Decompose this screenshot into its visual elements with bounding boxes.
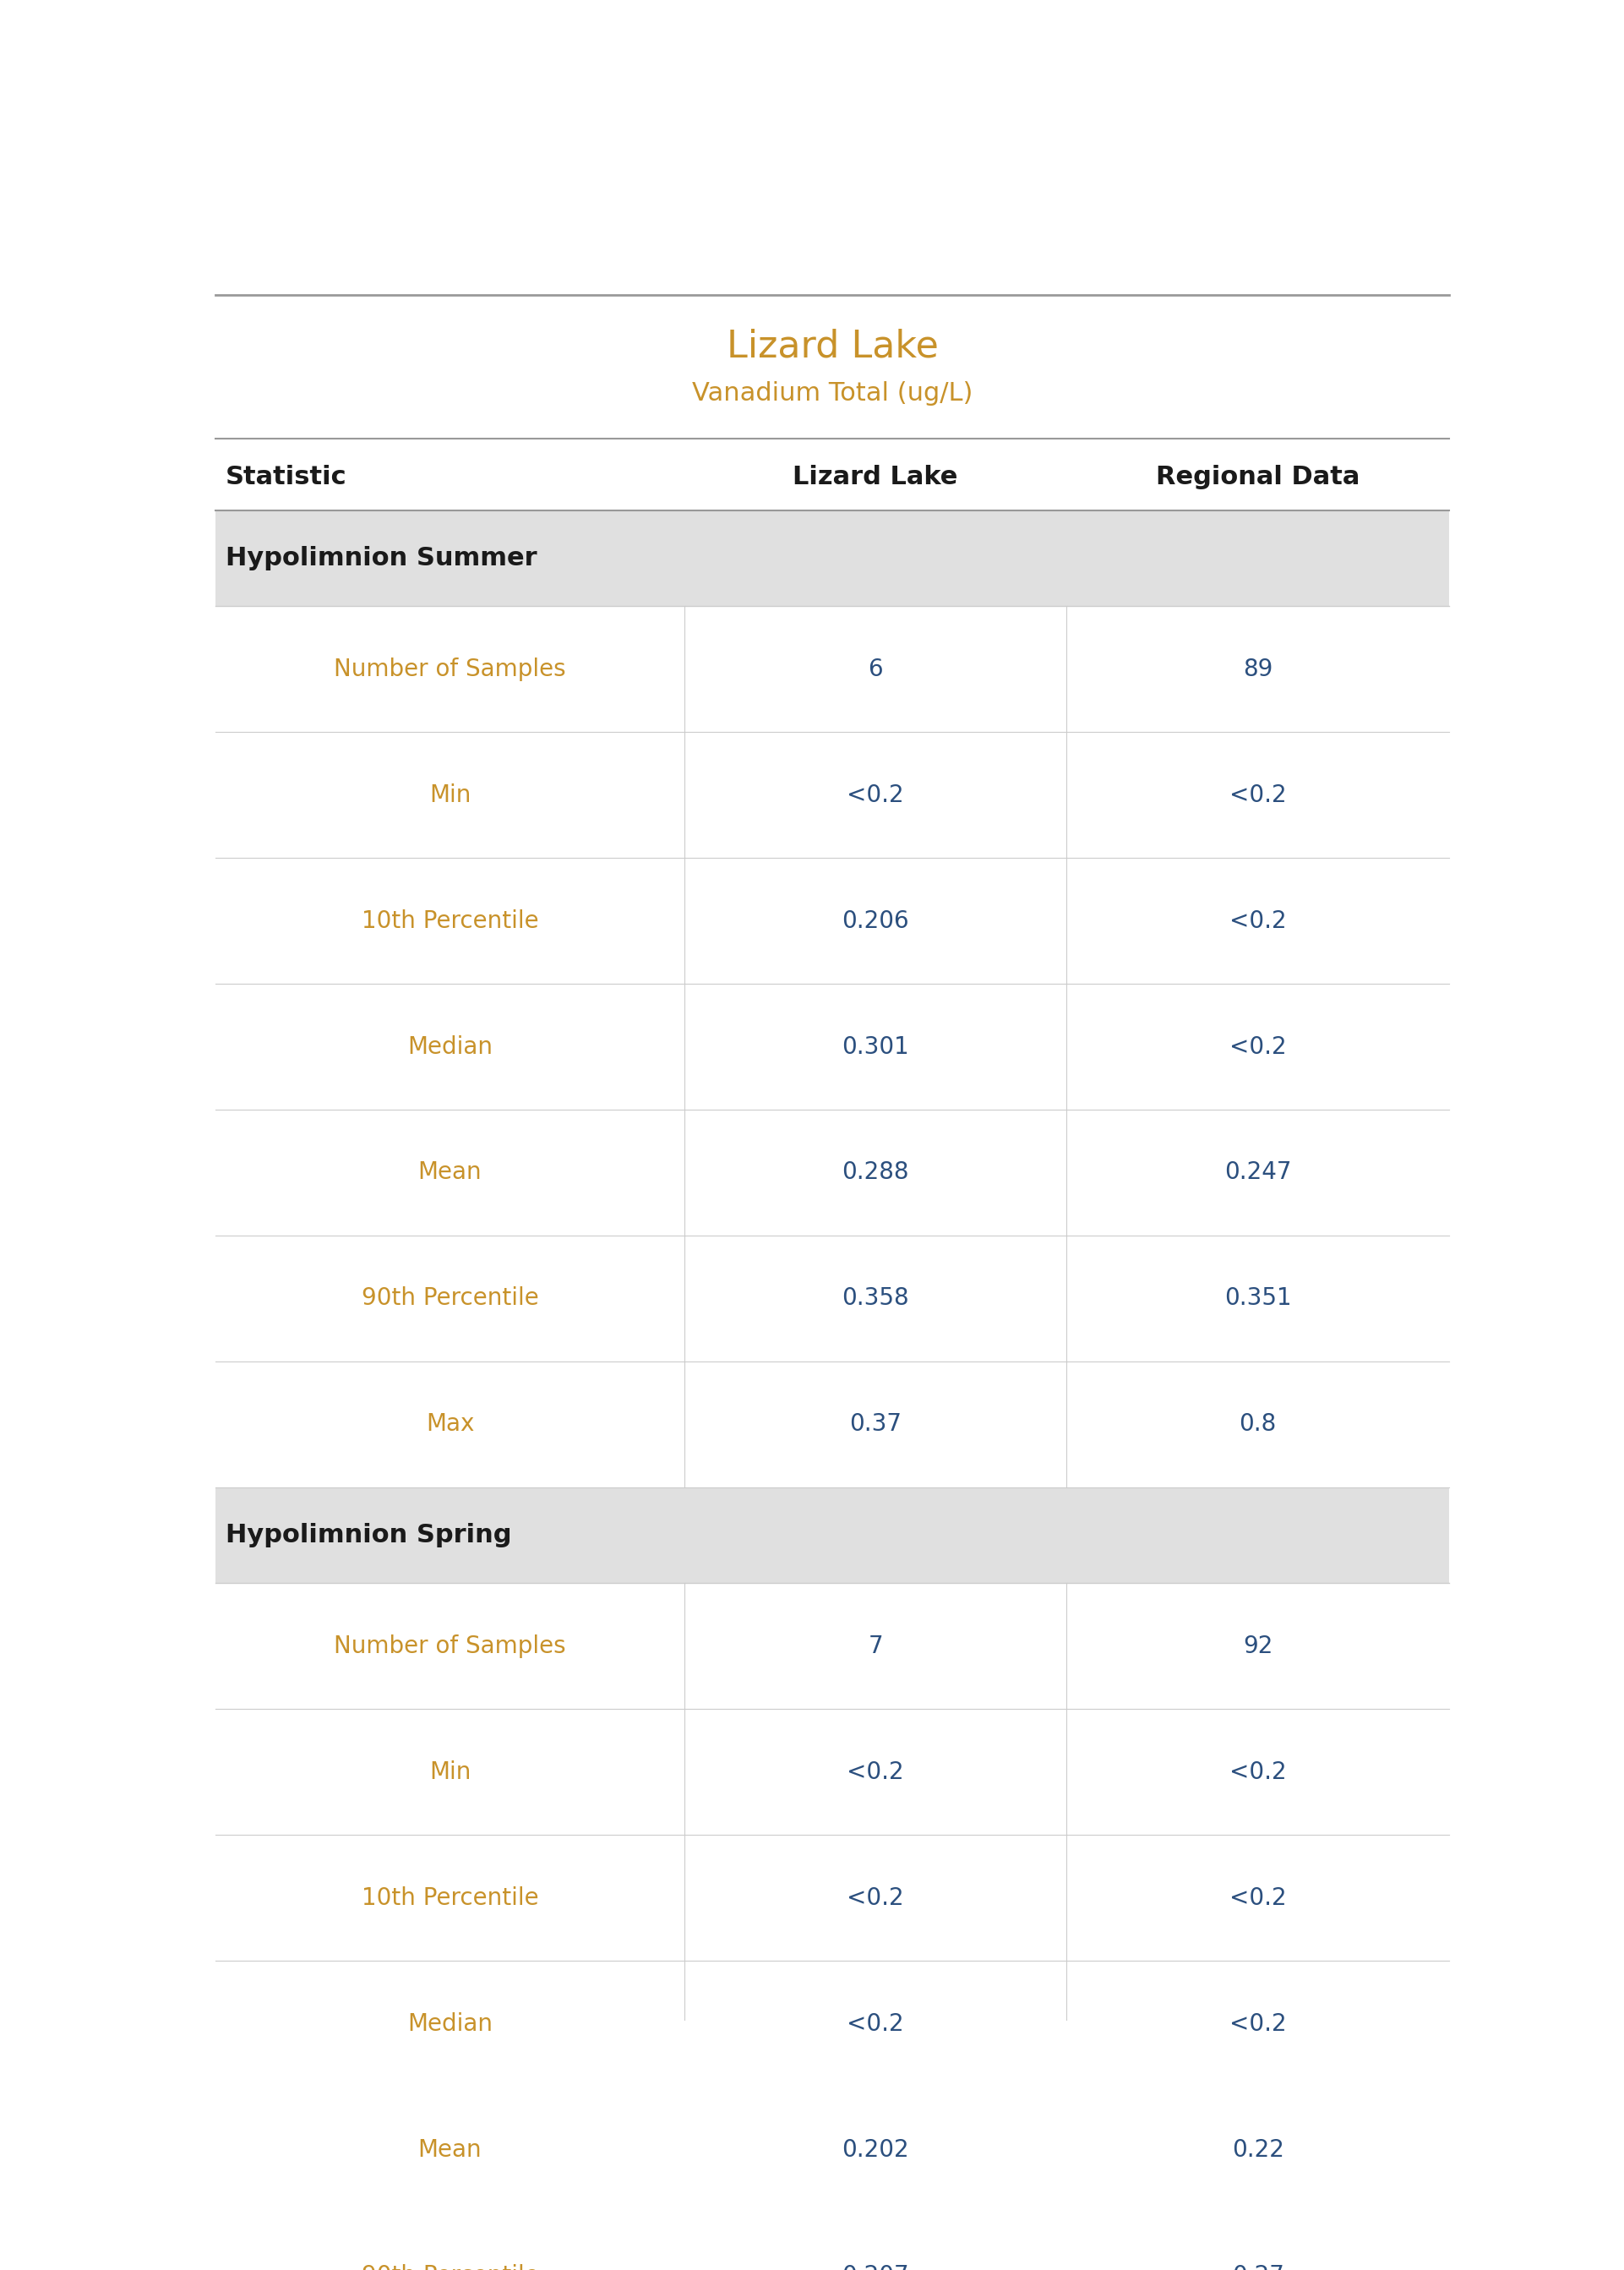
Bar — [216, 1487, 1449, 1584]
Text: Min: Min — [429, 1759, 471, 1784]
Text: Vanadium Total (ug/L): Vanadium Total (ug/L) — [692, 381, 973, 406]
Text: Hypolimnion Summer: Hypolimnion Summer — [226, 545, 538, 570]
Text: Median: Median — [408, 1035, 492, 1058]
Bar — [216, 1709, 1449, 1834]
Text: Lizard Lake: Lizard Lake — [726, 329, 939, 365]
Bar — [216, 858, 1449, 983]
Text: Mean: Mean — [417, 1160, 482, 1185]
Text: Mean: Mean — [417, 2138, 482, 2161]
Text: 10th Percentile: 10th Percentile — [362, 1886, 539, 1909]
Text: 0.301: 0.301 — [841, 1035, 909, 1058]
Bar — [216, 511, 1449, 606]
Text: 0.288: 0.288 — [841, 1160, 909, 1185]
Bar — [216, 1110, 1449, 1235]
Bar — [216, 1834, 1449, 1961]
Text: 6: 6 — [867, 658, 883, 681]
Bar — [216, 1362, 1449, 1487]
Text: Max: Max — [425, 1412, 474, 1437]
Text: Number of Samples: Number of Samples — [335, 658, 565, 681]
Text: Statistic: Statistic — [226, 465, 348, 488]
Text: 0.247: 0.247 — [1224, 1160, 1291, 1185]
Text: <0.2: <0.2 — [1229, 2011, 1286, 2036]
Text: Regional Data: Regional Data — [1156, 465, 1359, 488]
Text: 0.358: 0.358 — [841, 1287, 909, 1310]
Bar — [216, 1235, 1449, 1362]
Text: 0.207: 0.207 — [841, 2263, 909, 2270]
Text: 0.37: 0.37 — [849, 1412, 901, 1437]
Text: Hypolimnion Spring: Hypolimnion Spring — [226, 1523, 512, 1548]
Text: 0.351: 0.351 — [1224, 1287, 1291, 1310]
Bar — [216, 733, 1449, 858]
Text: 0.202: 0.202 — [841, 2138, 909, 2161]
Text: 90th Percentile: 90th Percentile — [361, 1287, 539, 1310]
Text: <0.2: <0.2 — [846, 783, 905, 806]
Text: Lizard Lake: Lizard Lake — [793, 465, 958, 488]
Text: <0.2: <0.2 — [1229, 783, 1286, 806]
Bar — [216, 1584, 1449, 1709]
Text: 89: 89 — [1242, 658, 1273, 681]
Text: 0.206: 0.206 — [841, 908, 909, 933]
Bar — [216, 606, 1449, 733]
Text: <0.2: <0.2 — [1229, 908, 1286, 933]
Text: <0.2: <0.2 — [846, 2011, 905, 2036]
Bar — [216, 1961, 1449, 2086]
Bar — [216, 983, 1449, 1110]
Bar — [216, 443, 1449, 511]
Text: 90th Percentile: 90th Percentile — [361, 2263, 539, 2270]
Text: Min: Min — [429, 783, 471, 806]
Text: <0.2: <0.2 — [1229, 1886, 1286, 1909]
Text: <0.2: <0.2 — [1229, 1759, 1286, 1784]
Text: <0.2: <0.2 — [1229, 1035, 1286, 1058]
Text: 0.22: 0.22 — [1231, 2138, 1285, 2161]
Text: 0.27: 0.27 — [1231, 2263, 1285, 2270]
Bar — [216, 2086, 1449, 2213]
Text: 10th Percentile: 10th Percentile — [362, 908, 539, 933]
Bar — [216, 2213, 1449, 2270]
Text: Median: Median — [408, 2011, 492, 2036]
Text: 7: 7 — [867, 1634, 883, 1657]
Text: <0.2: <0.2 — [846, 1886, 905, 1909]
Text: <0.2: <0.2 — [846, 1759, 905, 1784]
Text: Number of Samples: Number of Samples — [335, 1634, 565, 1657]
Text: 0.8: 0.8 — [1239, 1412, 1276, 1437]
Text: 92: 92 — [1242, 1634, 1273, 1657]
